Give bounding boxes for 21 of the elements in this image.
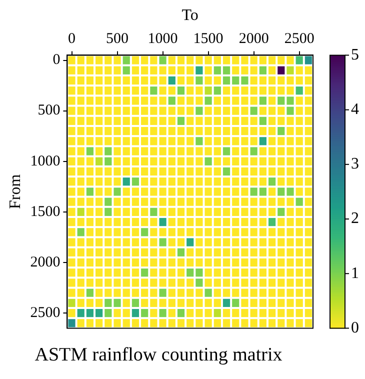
color-bar-label: 2 xyxy=(351,210,359,228)
color-bar-label: 4 xyxy=(351,101,359,118)
color-bar-label: 3 xyxy=(351,156,359,173)
y-tick-label: 1500 xyxy=(30,204,60,220)
x-tick-label: 500 xyxy=(106,31,129,48)
text: ASTM rainflow counting matrix xyxy=(34,344,283,366)
color-bar-label: 1 xyxy=(351,264,359,282)
color-bar-label: 0 xyxy=(351,319,359,336)
x-tick-label: 1500 xyxy=(193,31,224,48)
x-tick-label: 2500 xyxy=(284,31,314,48)
y-tick-label: 0 xyxy=(52,52,60,68)
color-bar-label: 5 xyxy=(351,46,359,64)
y-axis-title: From xyxy=(6,174,24,210)
x-axis-title: To xyxy=(182,6,198,24)
y-tick-label: 2000 xyxy=(30,254,60,270)
x-tick-label: 2000 xyxy=(238,31,269,48)
y-tick-label: 1000 xyxy=(30,153,60,170)
y-tick-label: 500 xyxy=(38,102,60,119)
x-tick-label: 0 xyxy=(68,31,76,48)
x-tick-label: 1000 xyxy=(148,31,178,48)
y-tick-label: 2500 xyxy=(30,304,60,321)
